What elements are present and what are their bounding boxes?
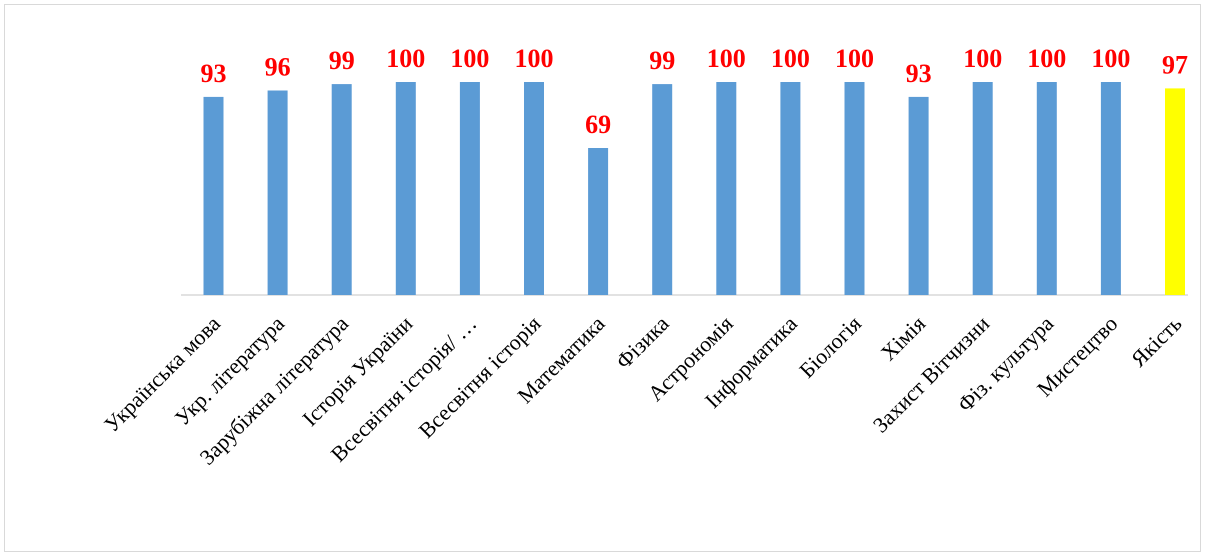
category-label: Історія України — [297, 311, 417, 431]
value-label: 96 — [265, 53, 291, 82]
value-label: 93 — [906, 59, 932, 88]
bar — [267, 90, 288, 295]
value-label: 100 — [771, 44, 810, 73]
category-label: Укр. література — [170, 311, 290, 431]
value-label: 99 — [649, 46, 675, 75]
bar — [395, 82, 416, 295]
category-label: Захист Вітчизни — [868, 311, 995, 438]
bar — [908, 96, 929, 296]
value-label: 69 — [585, 110, 611, 139]
bar — [1036, 82, 1057, 295]
value-label: 100 — [515, 44, 554, 73]
bar — [844, 82, 865, 295]
bars-group — [203, 82, 1185, 296]
bar — [459, 82, 480, 295]
bar — [524, 82, 544, 295]
value-label: 100 — [963, 44, 1002, 73]
value-label: 100 — [1091, 44, 1130, 73]
value-label: 99 — [329, 46, 355, 75]
bar — [716, 82, 737, 295]
value-labels-group: 93 96 99 100 100 100 69 99 100 100 100 93 100 100 100 9… — [201, 44, 1189, 139]
category-label: Українська мова — [99, 311, 225, 437]
bar — [652, 84, 673, 295]
bar — [331, 84, 352, 295]
category-label: Хімія — [876, 311, 931, 366]
category-label: Фізика — [611, 311, 674, 374]
bar — [203, 96, 224, 296]
bar — [588, 148, 609, 295]
value-label: 100 — [450, 44, 489, 73]
bar — [780, 82, 801, 295]
value-label: 100 — [835, 44, 874, 73]
bar — [1165, 88, 1185, 296]
bar — [1100, 82, 1121, 295]
value-label: 93 — [201, 59, 227, 88]
category-label: Якість — [1126, 311, 1187, 372]
value-label: 100 — [707, 44, 746, 73]
value-label: 97 — [1162, 50, 1188, 79]
value-label: 100 — [1027, 44, 1066, 73]
value-label: 100 — [386, 44, 425, 73]
bar — [972, 82, 993, 295]
category-label: Біологія — [794, 311, 866, 383]
